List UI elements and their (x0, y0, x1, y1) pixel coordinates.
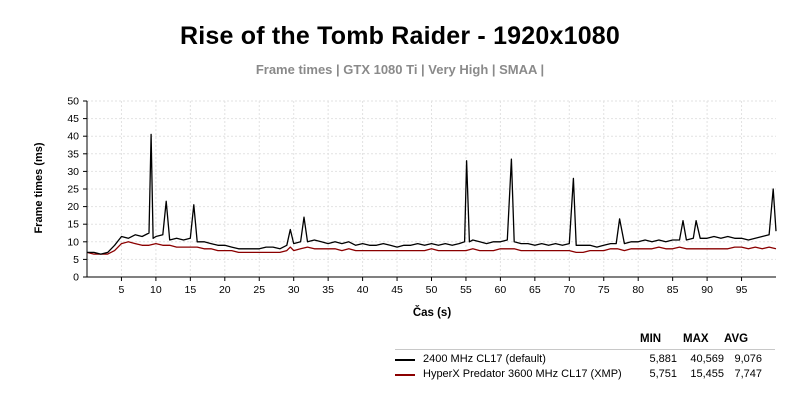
x-tick-label-50: 50 (426, 284, 438, 296)
legend-avg-2400: 9,076 (734, 353, 762, 365)
y-tick-label-45: 45 (67, 113, 79, 125)
x-tick-label-35: 35 (322, 284, 334, 296)
chart-subtitle: Frame times | GTX 1080 Ti | Very High | … (255, 62, 545, 77)
x-tick-label-85: 85 (667, 284, 679, 296)
legend-header-min: MIN (640, 333, 662, 345)
legend-max-3600: 15,455 (690, 368, 724, 380)
x-tick-label-40: 40 (357, 284, 369, 296)
frame-times-chart: 0 5 10 15 20 25 30 35 40 45 50 5 10 15 20 25 30 35 40 45 50 5… (33, 96, 777, 319)
legend-entry-3600: HyperX Predator 3600 MHz CL17 (XMP) 5,75… (395, 368, 775, 382)
legend-max-2400: 40,569 (690, 353, 724, 365)
legend-avg-3600: 7,747 (734, 368, 762, 380)
legend-entry-2400: 2400 MHz CL17 (default) 5,881 40,569 9,0… (395, 353, 775, 367)
x-tick-label-80: 80 (632, 284, 644, 296)
x-tick-label-70: 70 (563, 284, 575, 296)
legend-swatch-3600 (395, 374, 415, 376)
legend-label-2400: 2400 MHz CL17 (default) (423, 353, 546, 365)
legend-min-3600: 5,751 (649, 368, 677, 380)
x-tick-label-55: 55 (460, 284, 472, 296)
legend-min-2400: 5,881 (649, 353, 677, 365)
axes (83, 100, 776, 281)
x-tick-label-5: 5 (119, 284, 125, 296)
x-tick-label-95: 95 (736, 284, 748, 296)
x-tick-label-65: 65 (529, 284, 541, 296)
x-tick-label-30: 30 (288, 284, 300, 296)
legend-header-avg: AVG (724, 333, 749, 345)
series-layer (86, 133, 777, 255)
x-tick-label-90: 90 (701, 284, 713, 296)
x-axis-label: Čas (s) (413, 306, 452, 319)
y-tick-label-25: 25 (67, 184, 79, 196)
x-tick-label-20: 20 (219, 284, 231, 296)
y-tick-label-30: 30 (67, 166, 79, 178)
x-tick-label-75: 75 (598, 284, 610, 296)
x-tick-label-15: 15 (185, 284, 197, 296)
y-tick-label-5: 5 (73, 254, 79, 266)
y-tick-label-20: 20 (67, 201, 79, 213)
x-tick-label-60: 60 (495, 284, 507, 296)
y-tick-label-10: 10 (67, 236, 79, 248)
legend-swatch-2400 (395, 359, 415, 361)
series-line-1 (87, 133, 777, 255)
legend-header-max: MAX (683, 333, 709, 345)
x-tick-label-25: 25 (253, 284, 265, 296)
x-tick-label-45: 45 (391, 284, 403, 296)
grid-lines (87, 100, 776, 277)
y-tick-label-35: 35 (67, 148, 79, 160)
legend-divider (395, 349, 775, 350)
series-line-2 (86, 241, 777, 255)
y-axis-label: Frame times (ms) (33, 142, 45, 233)
y-tick-label-50: 50 (67, 96, 79, 108)
y-tick-label-15: 15 (67, 219, 79, 231)
y-tick-label-0: 0 (73, 272, 79, 284)
y-tick-label-40: 40 (67, 131, 79, 143)
legend-label-3600: HyperX Predator 3600 MHz CL17 (XMP) (423, 368, 622, 380)
chart-title: Rise of the Tomb Raider - 1920x1080 (179, 22, 621, 50)
x-tick-label-10: 10 (150, 284, 162, 296)
tick-labels: 0 5 10 15 20 25 30 35 40 45 50 5 10 15 20 25 30 35 40 45 50 5… (67, 96, 747, 297)
